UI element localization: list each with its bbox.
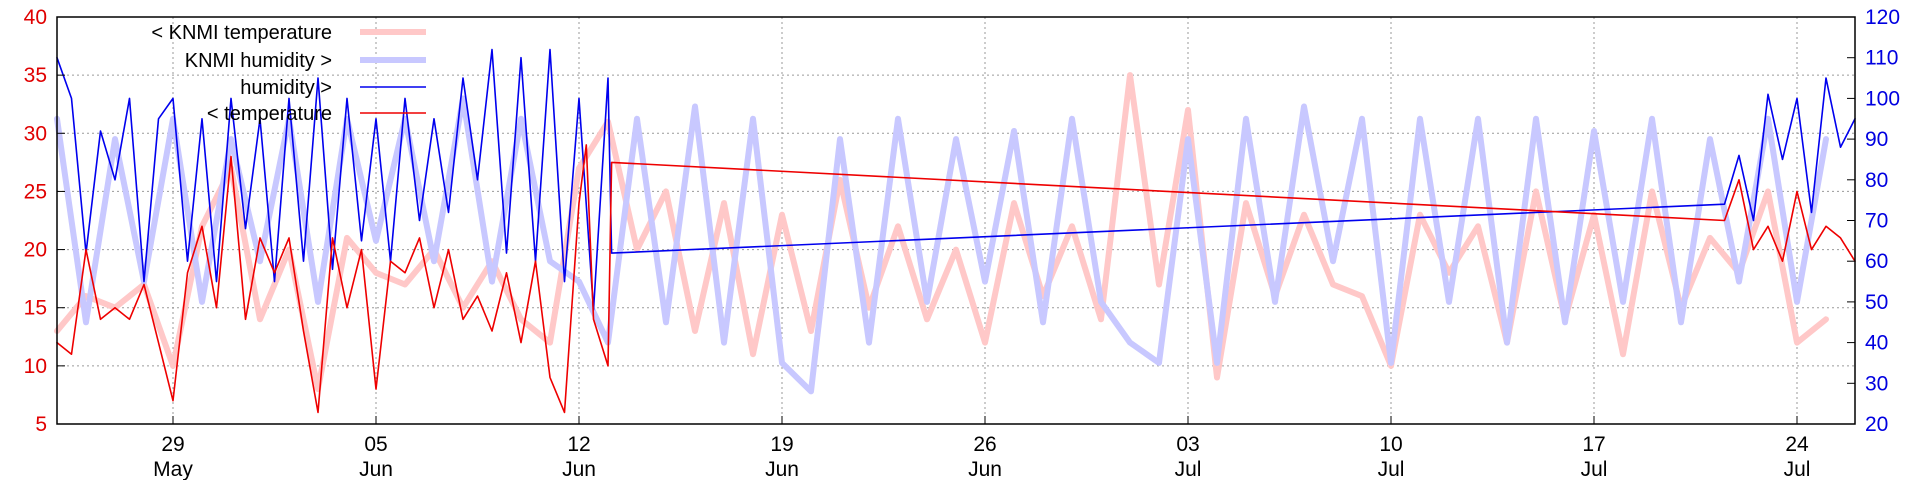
x-axis: 29May05Jun12Jun19Jun26Jun03Jul10Jul17Jul…	[153, 416, 1811, 481]
left-y-axis: 5 10 15 20 25 30 35 40	[24, 6, 65, 436]
left-tick-label: 20	[24, 239, 47, 262]
x-tick-month-label: Jul	[1378, 458, 1405, 480]
x-tick-day-label: 10	[1379, 433, 1402, 456]
right-tick-label: 50	[1865, 291, 1888, 314]
legend-entry: KNMI humidity >	[185, 50, 426, 72]
x-tick-month-label: Jun	[359, 458, 393, 480]
series-knmi-temperature	[54, 72, 1829, 393]
right-tick-label: 100	[1865, 87, 1900, 110]
right-tick-label: 30	[1865, 372, 1888, 395]
left-tick-label: 40	[24, 6, 47, 29]
x-tick-month-label: Jun	[562, 458, 596, 480]
legend-label: < KNMI temperature	[151, 22, 332, 44]
right-tick-label: 110	[1865, 47, 1898, 70]
x-tick-day-label: 29	[161, 433, 184, 456]
legend-label: humidity >	[240, 77, 332, 99]
legend-label: KNMI humidity >	[185, 50, 332, 72]
x-tick-day-label: 17	[1582, 433, 1605, 456]
right-tick-label: 70	[1865, 210, 1888, 233]
series-line-knmi-temperature	[54, 72, 1829, 393]
x-tick-month-label: Jun	[765, 458, 799, 480]
x-tick-month-label: Jul	[1581, 458, 1608, 480]
series-layer	[54, 48, 1856, 414]
right-y-axis: 20 30 40 50 60 70 80 90 100 110 120	[1847, 6, 1900, 436]
left-tick-label: 35	[24, 64, 47, 87]
legend-entry: < temperature	[207, 103, 426, 125]
legend-label: < temperature	[207, 103, 332, 125]
x-tick-day-label: 05	[364, 433, 387, 456]
right-tick-label: 120	[1865, 6, 1900, 29]
right-tick-label: 60	[1865, 250, 1888, 273]
left-tick-label: 30	[24, 122, 47, 145]
left-tick-label: 5	[35, 413, 47, 436]
legend-entry: < KNMI temperature	[151, 22, 426, 44]
series-humidity	[56, 48, 1856, 311]
series-line-temperature	[56, 144, 1856, 414]
x-tick-day-label: 03	[1176, 433, 1199, 456]
right-tick-label: 40	[1865, 332, 1888, 355]
x-tick-month-label: Jun	[968, 458, 1002, 480]
series-line-humidity	[56, 48, 1856, 311]
x-tick-month-label: Jul	[1784, 458, 1811, 480]
legend: < KNMI temperature KNMI humidity > humidit…	[151, 22, 426, 125]
series-temperature	[56, 144, 1856, 414]
left-tick-label: 15	[24, 297, 47, 320]
x-tick-day-label: 19	[770, 433, 793, 456]
x-tick-day-label: 12	[567, 433, 590, 456]
x-tick-month-label: Jul	[1175, 458, 1202, 480]
left-tick-label: 10	[24, 355, 47, 378]
legend-entry: humidity >	[240, 77, 426, 99]
x-tick-day-label: 26	[973, 433, 996, 456]
right-tick-label: 90	[1865, 128, 1888, 151]
x-tick-day-label: 24	[1785, 433, 1809, 456]
x-tick-month-label: May	[153, 458, 193, 480]
right-tick-label: 80	[1865, 169, 1888, 192]
left-tick-label: 25	[24, 180, 47, 203]
right-tick-label: 20	[1865, 413, 1888, 436]
